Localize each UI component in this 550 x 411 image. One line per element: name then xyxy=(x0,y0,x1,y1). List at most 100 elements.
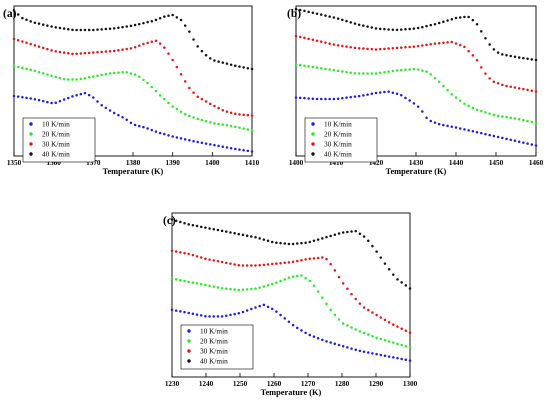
data-point xyxy=(400,94,403,97)
data-point xyxy=(33,69,37,73)
data-point xyxy=(266,284,270,287)
series-10-k-min xyxy=(294,90,538,147)
data-point xyxy=(212,228,215,231)
data-point xyxy=(25,67,28,71)
data-point xyxy=(458,16,462,19)
data-point xyxy=(100,50,103,54)
data-point xyxy=(195,313,199,316)
data-point xyxy=(354,328,357,331)
data-point xyxy=(121,48,124,51)
data-point xyxy=(337,275,341,279)
data-point xyxy=(125,71,128,74)
data-point xyxy=(196,45,199,48)
data-point xyxy=(467,104,470,108)
data-point xyxy=(96,100,99,103)
data-point xyxy=(254,287,257,290)
data-point xyxy=(188,30,191,33)
data-point xyxy=(467,15,470,19)
data-point xyxy=(371,335,374,338)
data-point xyxy=(332,97,336,101)
data-point xyxy=(349,71,352,74)
data-point xyxy=(221,145,225,148)
data-point xyxy=(354,297,357,301)
data-point xyxy=(379,337,383,341)
data-point xyxy=(300,241,303,245)
data-point xyxy=(311,11,315,15)
data-point xyxy=(12,64,16,68)
data-point xyxy=(291,275,295,278)
data-point xyxy=(187,311,190,315)
data-point xyxy=(16,95,20,98)
data-point xyxy=(526,119,529,123)
data-point xyxy=(237,288,241,292)
data-point xyxy=(150,85,154,89)
data-point xyxy=(484,36,487,40)
data-point xyxy=(204,142,208,145)
data-point xyxy=(250,129,254,132)
data-point xyxy=(324,67,327,71)
data-point xyxy=(75,93,78,97)
panel-label: (c) xyxy=(163,215,176,227)
data-point xyxy=(294,34,298,38)
data-point xyxy=(291,260,295,264)
data-point xyxy=(179,220,182,224)
data-point xyxy=(275,262,278,265)
data-point xyxy=(75,28,78,32)
data-point xyxy=(121,70,124,74)
data-point xyxy=(183,80,187,83)
data-point xyxy=(100,28,103,31)
data-point xyxy=(262,285,266,288)
data-point xyxy=(371,244,374,248)
data-point xyxy=(33,44,37,47)
data-point xyxy=(245,309,249,312)
data-point xyxy=(366,25,369,28)
data-point xyxy=(174,250,178,253)
data-point xyxy=(117,48,120,52)
data-point xyxy=(104,72,108,76)
series-10-k-min xyxy=(170,303,412,362)
data-point xyxy=(416,105,420,108)
series-40-k-min xyxy=(294,7,538,62)
data-point xyxy=(220,287,224,290)
data-point xyxy=(296,326,299,330)
data-point xyxy=(138,75,141,78)
data-point xyxy=(246,113,250,117)
data-point xyxy=(283,242,286,245)
data-point xyxy=(304,241,307,244)
series-20-k-min xyxy=(170,274,412,349)
data-point xyxy=(294,7,298,11)
data-point xyxy=(412,102,416,105)
data-point xyxy=(412,67,416,71)
data-point xyxy=(46,24,49,27)
legend-marker xyxy=(311,152,315,156)
data-point xyxy=(346,324,349,327)
data-point xyxy=(175,136,179,139)
data-point xyxy=(370,47,374,51)
data-point xyxy=(513,55,517,59)
data-point xyxy=(142,21,145,25)
data-point xyxy=(199,256,203,259)
data-point xyxy=(216,228,220,232)
data-point xyxy=(287,242,291,246)
data-point xyxy=(216,286,220,289)
data-point xyxy=(362,306,366,309)
data-point xyxy=(350,230,353,233)
data-point xyxy=(225,261,228,265)
data-point xyxy=(188,139,191,142)
data-point xyxy=(408,99,411,102)
data-point xyxy=(450,18,454,21)
data-point xyxy=(341,282,345,285)
data-point xyxy=(238,126,241,129)
data-point xyxy=(304,276,307,280)
data-point xyxy=(408,287,412,290)
data-point xyxy=(437,122,441,126)
data-point xyxy=(357,94,361,98)
data-point xyxy=(279,241,282,245)
data-point xyxy=(129,47,133,50)
data-point xyxy=(25,96,28,100)
data-point xyxy=(92,96,95,99)
data-point xyxy=(488,112,491,115)
data-point xyxy=(246,149,250,153)
data-point xyxy=(245,234,249,237)
